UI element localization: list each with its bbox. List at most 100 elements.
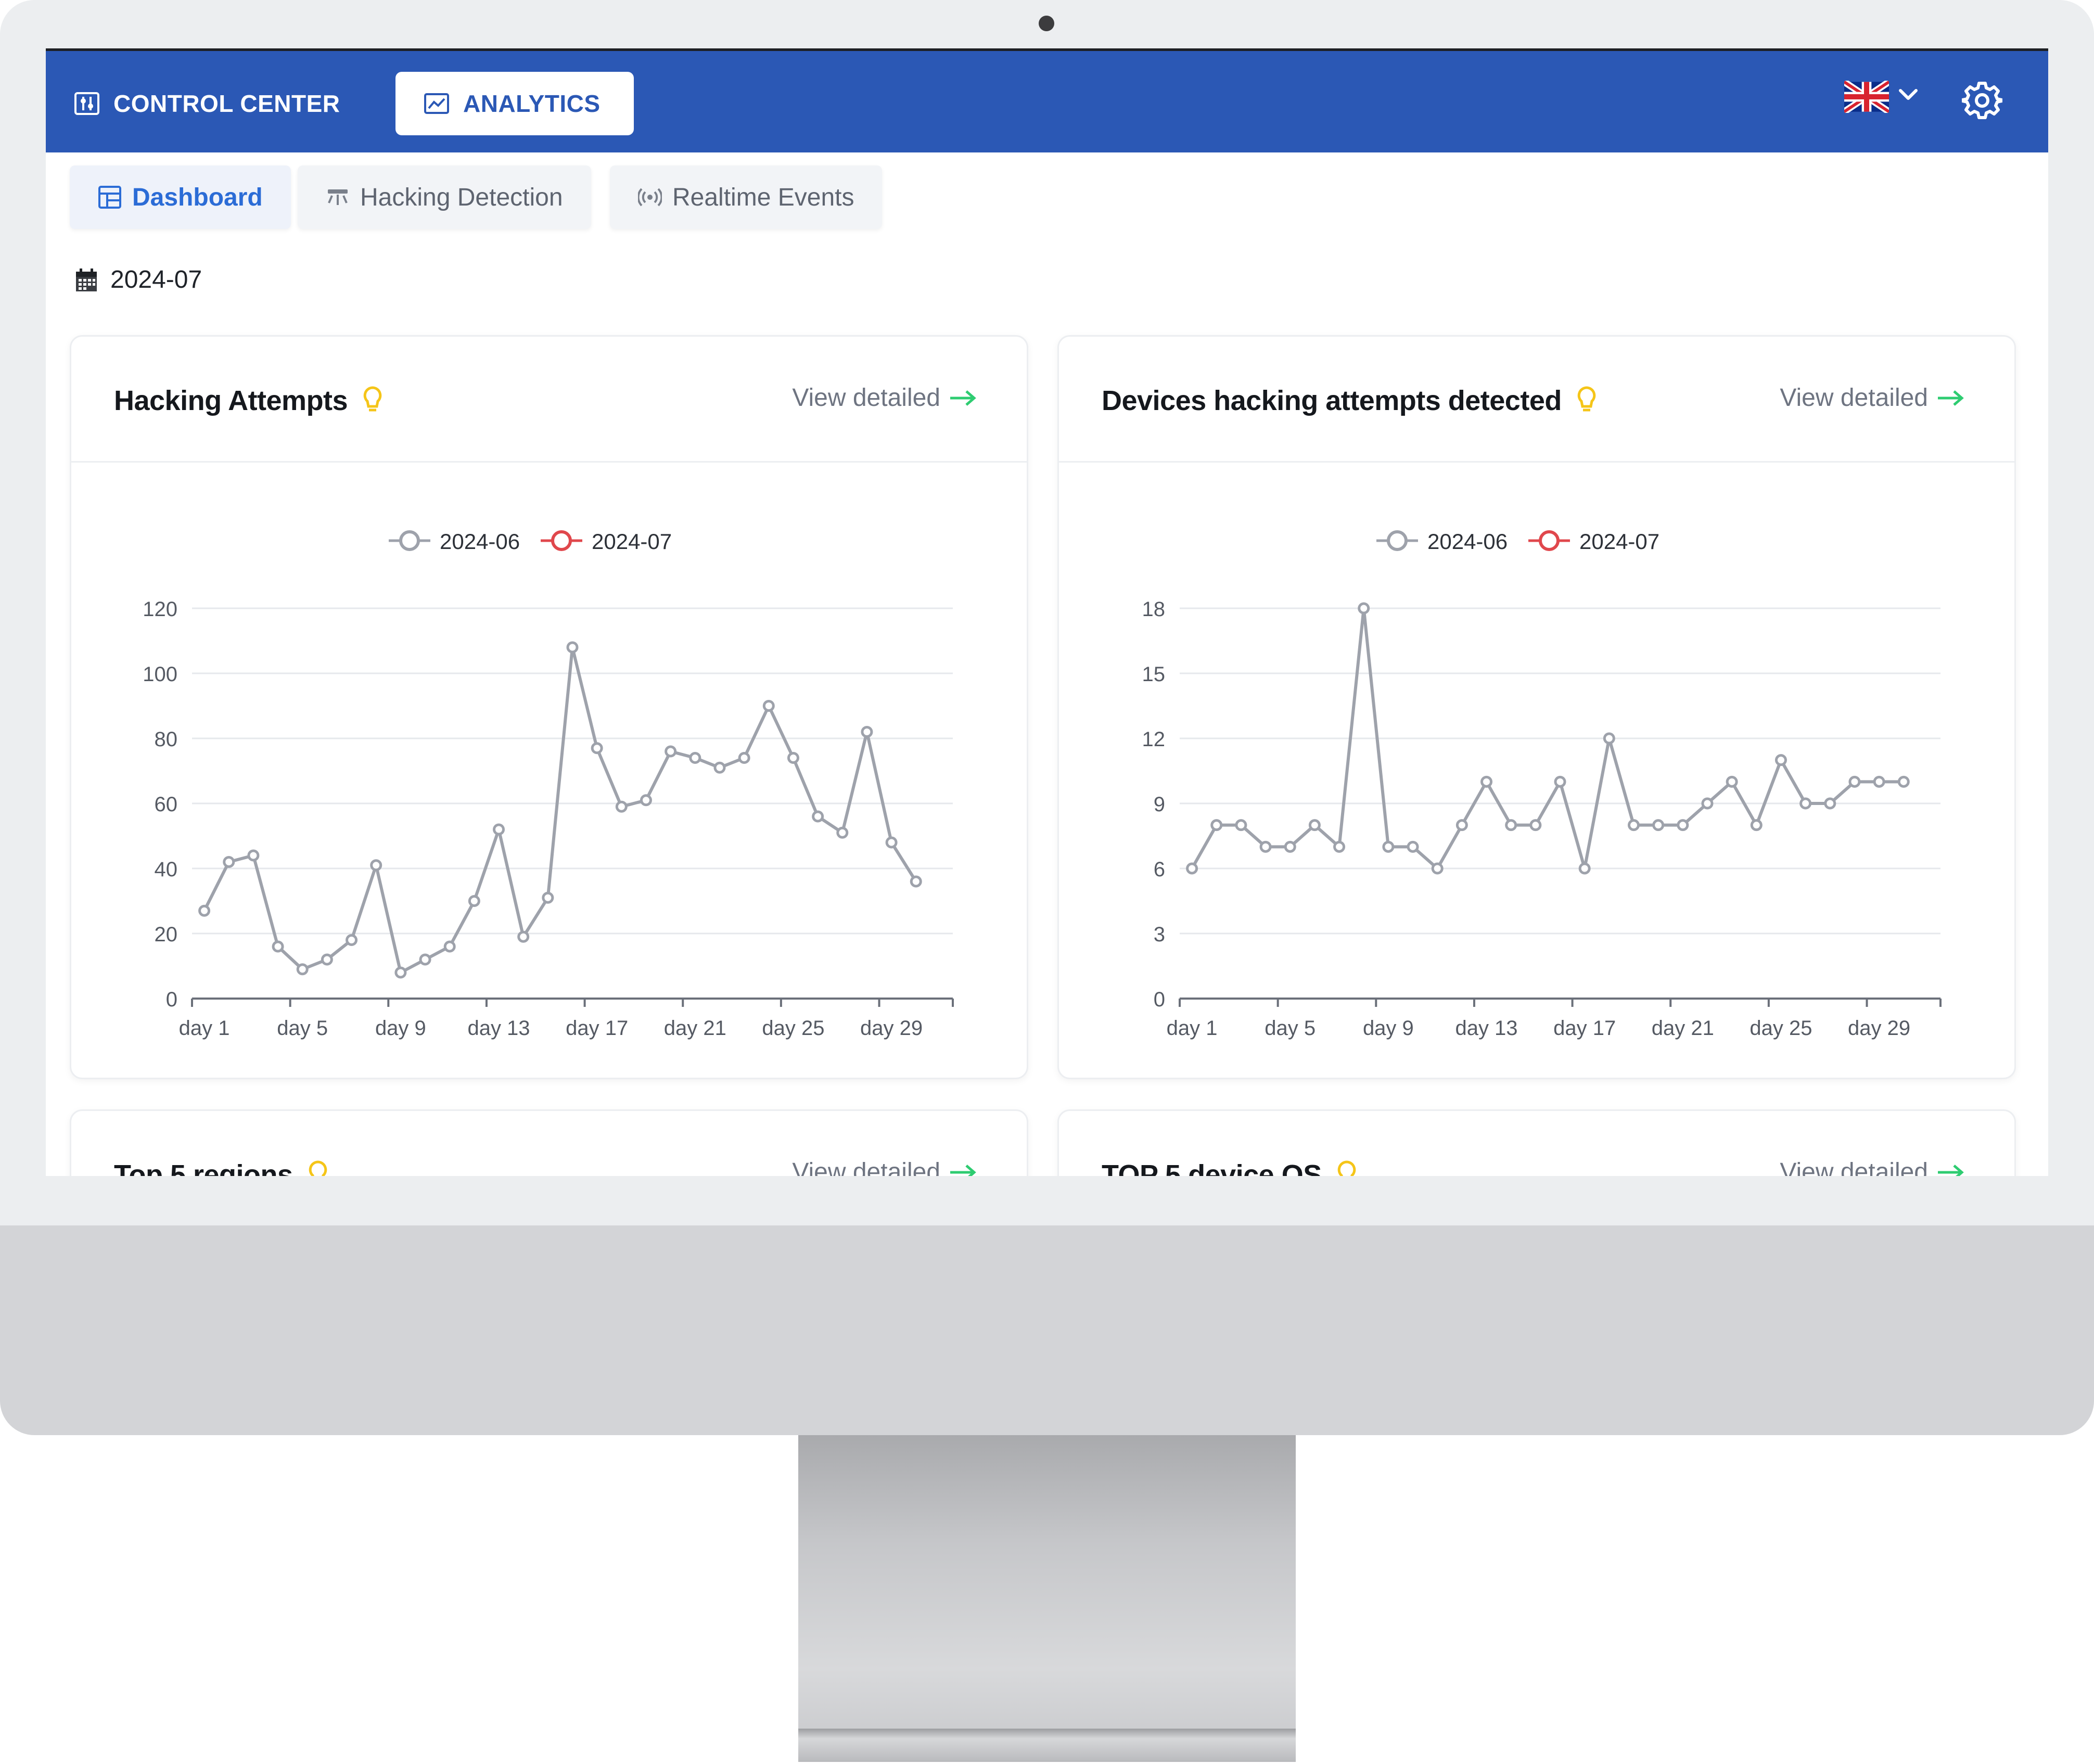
tab-dashboard[interactable]: Dashboard [70, 165, 291, 229]
data-point [713, 761, 726, 774]
y-tick-label: 9 [1154, 793, 1165, 816]
lightbulb-icon[interactable] [1576, 386, 1597, 416]
series-line [202, 646, 917, 974]
data-point [1726, 775, 1738, 788]
x-tick-label: day 13 [1455, 1017, 1517, 1040]
arrow-right-icon [950, 390, 976, 406]
data-point [1677, 819, 1689, 832]
data-point [1480, 775, 1493, 788]
data-point [1284, 840, 1296, 853]
x-tick-label: day 9 [375, 1017, 426, 1040]
x-tick-label: day 13 [467, 1017, 530, 1040]
lightbulb-icon[interactable] [308, 1160, 328, 1176]
analytics-icon [424, 93, 449, 114]
top-regions-card: Top 5 regions View detailed [70, 1109, 1028, 1176]
data-point [1897, 775, 1910, 788]
data-point [198, 904, 211, 917]
hacking-attempts-chart: 2024-06 2024-07 0 20 40 60 80 100 120 day 1 day 5 d… [143, 529, 954, 1040]
legend-marker [1539, 530, 1560, 551]
y-tick-label: 18 [1142, 598, 1166, 621]
data-point [1259, 840, 1272, 853]
data-point [1774, 754, 1787, 766]
view-detailed-label: View detailed [792, 1158, 940, 1176]
x-tick-label: day 25 [1750, 1017, 1812, 1040]
y-tick-label: 15 [1142, 663, 1166, 686]
data-point [394, 966, 407, 979]
y-tick-label: 120 [143, 598, 177, 621]
legend-marker [551, 530, 572, 551]
top-device-os-card: TOP 5 device OS View detailed [1057, 1109, 2016, 1176]
card-title: Devices hacking attempts detected [1102, 385, 1597, 417]
date-picker[interactable]: 2024-07 [75, 265, 202, 294]
y-tick-label: 6 [1154, 858, 1165, 881]
tab-realtime-events[interactable]: Realtime Events [610, 165, 883, 229]
x-tick-label: day 17 [1553, 1017, 1616, 1040]
y-tick-label: 80 [155, 728, 178, 751]
dashboard-icon [98, 186, 121, 209]
broadcast-icon [638, 188, 662, 207]
tab-hacking-detection[interactable]: Hacking Detection [298, 165, 591, 229]
x-tick-label: day 29 [860, 1017, 923, 1040]
view-detailed-label: View detailed [1780, 384, 1928, 412]
data-point [762, 700, 775, 712]
control-center-button[interactable]: CONTROL CENTER [46, 72, 368, 135]
card-header: Top 5 regions View detailed [71, 1111, 1027, 1176]
data-point [1701, 797, 1714, 810]
data-point [1578, 862, 1591, 875]
monitor-stand [798, 1435, 1296, 1747]
data-point [787, 752, 799, 764]
data-point [517, 930, 530, 943]
y-tick-label: 60 [155, 793, 178, 816]
chevron-down-icon[interactable] [1896, 82, 1920, 106]
data-point [910, 875, 922, 888]
lightbulb-icon[interactable] [362, 386, 383, 416]
data-point [346, 934, 358, 946]
x-tick-label: day 29 [1848, 1017, 1910, 1040]
data-point [542, 891, 554, 904]
view-detailed-link[interactable]: View detailed [1780, 384, 1964, 412]
y-tick-label: 12 [1142, 728, 1166, 751]
x-tick-label: day 5 [277, 1017, 328, 1040]
x-tick-label: day 17 [566, 1017, 628, 1040]
gear-icon[interactable] [1962, 80, 2002, 121]
analytics-button[interactable]: ANALYTICS [395, 72, 634, 135]
card-header: Hacking Attempts View detailed [71, 337, 1027, 463]
data-point [1210, 819, 1223, 832]
data-point [1824, 797, 1836, 810]
legend-marker [399, 530, 420, 551]
data-point [419, 953, 431, 966]
analytics-label: ANALYTICS [463, 90, 601, 117]
data-point [1603, 732, 1615, 745]
legend-label-1: 2024-07 [592, 529, 672, 554]
x-tick-label: day 5 [1265, 1017, 1316, 1040]
data-point [861, 726, 873, 738]
card-title: Hacking Attempts [114, 385, 383, 417]
data-point [321, 953, 333, 966]
legend-label-0: 2024-06 [1427, 529, 1508, 554]
data-point [468, 895, 480, 907]
data-point [836, 826, 849, 839]
data-point [1186, 862, 1198, 875]
data-point [640, 794, 652, 807]
lightbulb-icon[interactable] [1336, 1160, 1357, 1176]
legend-label-0: 2024-06 [440, 529, 520, 554]
y-tick-label: 0 [166, 988, 177, 1011]
card-header: TOP 5 device OS View detailed [1059, 1111, 2014, 1176]
uk-flag-icon[interactable] [1844, 81, 1889, 113]
data-point [493, 823, 505, 836]
view-detailed-link[interactable]: View detailed [792, 384, 977, 412]
data-point [566, 641, 579, 654]
view-detailed-link[interactable]: View detailed [792, 1158, 977, 1176]
data-point [443, 940, 456, 953]
view-detailed-label: View detailed [1780, 1158, 1928, 1176]
data-point [1750, 819, 1763, 832]
hacking-attempts-card: Hacking Attempts View detailed 2024-06 20… [70, 335, 1028, 1079]
card-title-text: Top 5 regions [114, 1159, 293, 1176]
data-point [1431, 862, 1444, 875]
data-point [689, 752, 701, 764]
view-detailed-link[interactable]: View detailed [1780, 1158, 1964, 1176]
tab-realtime-events-label: Realtime Events [672, 183, 854, 211]
x-tick-label: day 21 [1652, 1017, 1714, 1040]
data-point [812, 810, 824, 823]
calendar-icon [76, 268, 97, 291]
